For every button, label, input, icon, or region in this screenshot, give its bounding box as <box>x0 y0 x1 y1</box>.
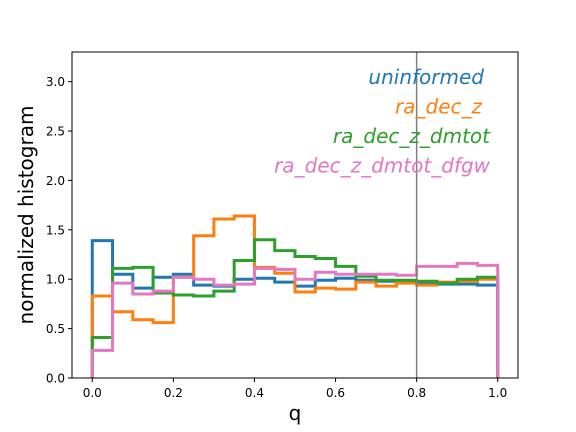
y-tick-label: 3.0 <box>46 75 65 89</box>
x-tick-label: 0.2 <box>164 386 183 400</box>
legend-entry-ra-dec-z-dmtot-dfgw: ra_dec_z_dmtot_dfgw <box>274 154 491 178</box>
y-tick-label: 1.5 <box>46 223 65 237</box>
y-tick-label: 0.0 <box>46 372 65 386</box>
y-tick-label: 1.0 <box>46 273 65 287</box>
series-step-ra-dec-z-dmtot-dfgw <box>90 261 500 378</box>
y-tick-label: 2.5 <box>46 125 65 139</box>
x-tick-label: 1.0 <box>488 386 507 400</box>
axes-frame <box>71 51 519 379</box>
y-tick-label: 0.5 <box>46 322 65 336</box>
legend-entry-ra-dec-z-dmtot: ra_dec_z_dmtot <box>333 124 491 148</box>
legend-entry-ra-dec-z: ra_dec_z <box>395 95 482 119</box>
x-tick-label: 0.0 <box>83 386 102 400</box>
x-tick-label: 0.6 <box>326 386 345 400</box>
x-tick-label: 0.4 <box>245 386 264 400</box>
series-step-ra-dec-z-dmtot <box>90 238 500 378</box>
x-axis-label: q <box>289 401 302 425</box>
legend: uninformed ra_dec_z ra_dec_z_dmtot ra_dec_z… <box>274 65 491 178</box>
plot-area <box>90 52 500 378</box>
y-axis-label: normalized histogram <box>14 106 38 325</box>
axes: 0.0 0.2 0.4 0.6 0.8 1.0 0.0 0.5 1.0 1.5 2.0 2.5 3.0 <box>46 51 519 400</box>
legend-entry-uninformed: uninformed <box>368 65 484 89</box>
y-tick-label: 2.0 <box>46 174 65 188</box>
x-tick-label: 0.8 <box>407 386 426 400</box>
